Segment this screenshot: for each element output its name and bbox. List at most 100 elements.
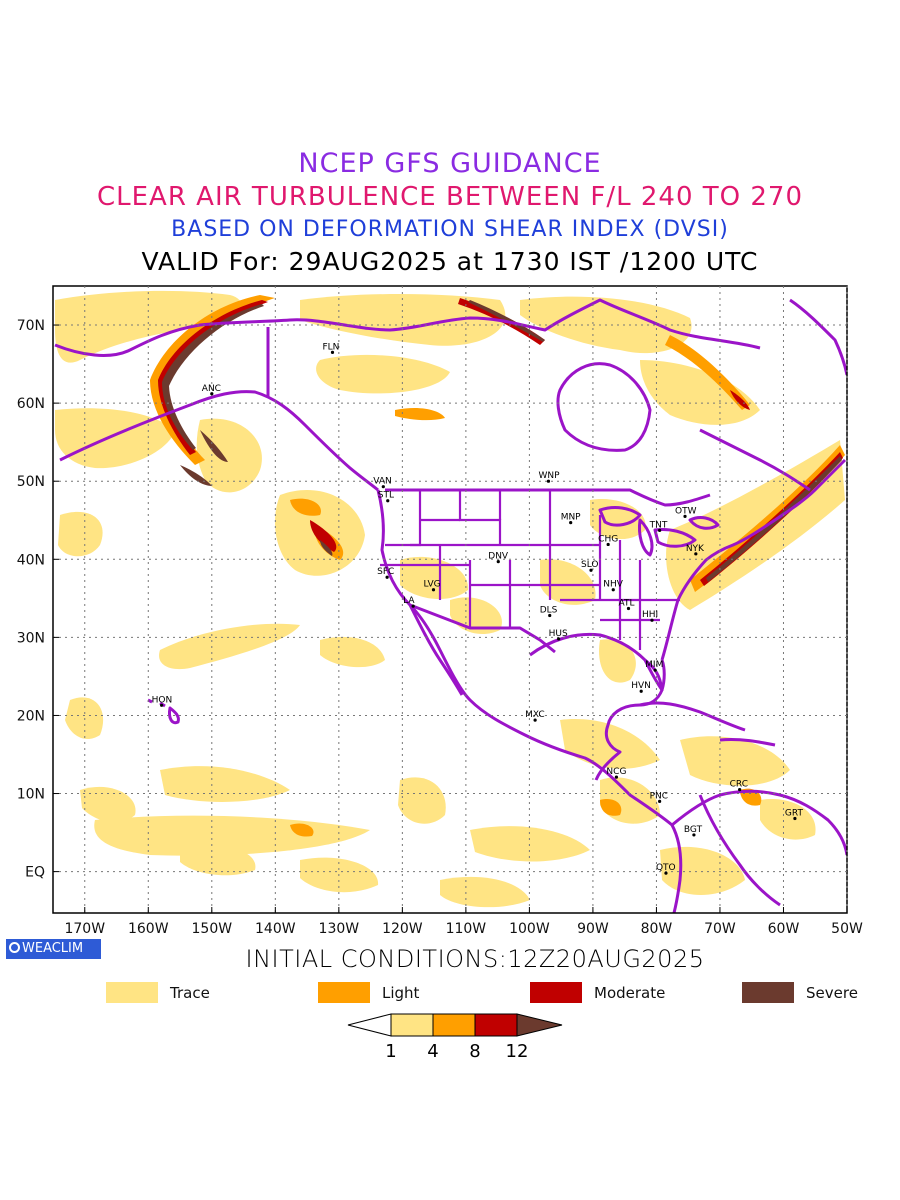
station-label: OTW (675, 506, 697, 516)
station-label: HVN (631, 681, 651, 691)
station-marker (385, 575, 389, 579)
station-marker (738, 788, 742, 792)
colorbar-tick-label: 8 (469, 1041, 480, 1062)
lon-label: 170W (64, 921, 105, 937)
graticule (53, 286, 848, 913)
station-label: NCG (606, 767, 626, 777)
lat-label: EQ (25, 865, 45, 881)
station-marker (431, 588, 436, 592)
station-marker (330, 350, 335, 354)
station-label: MIM (645, 660, 663, 670)
legend-swatch (742, 982, 794, 1003)
station-marker (626, 606, 631, 611)
station-marker (658, 528, 662, 532)
station-label: WNP (538, 471, 560, 481)
colorbar-tick-label: 4 (427, 1041, 438, 1062)
legend-swatch (106, 982, 158, 1003)
lat-label: 10N (17, 787, 45, 803)
colorbar-low-arrow (347, 1013, 392, 1037)
colorbar-tick-label: 1 (385, 1041, 396, 1062)
lon-label: 50W (831, 921, 863, 937)
station-marker (496, 560, 500, 564)
station-label: TNT (649, 520, 668, 530)
station-marker (160, 703, 164, 707)
station-label: ANC (202, 384, 221, 394)
station-label: PNC (650, 791, 668, 801)
station-label: ATL (618, 598, 634, 608)
station-marker (411, 604, 415, 608)
index-description: BASED ON DEFORMATION SHEAR INDEX (DVSI) (171, 217, 729, 242)
station-label: DNV (488, 552, 509, 562)
chart-subtitle: CLEAR AIR TURBULENCE BETWEEN F/L 240 TO … (96, 182, 804, 212)
circle-logo-icon (9, 942, 20, 953)
lon-label: 100W (509, 921, 550, 937)
station-label: GRT (785, 809, 804, 819)
station-label: VAN (373, 477, 391, 487)
chart-title: NCEP GFS GUIDANCE (298, 148, 602, 179)
badge-text: WEACLIM (22, 941, 84, 956)
station-marker (650, 618, 654, 622)
station-marker (694, 552, 698, 556)
lat-label: 50N (17, 474, 45, 490)
station-label: HUS (549, 629, 568, 639)
station-marker (606, 542, 610, 547)
station-marker (381, 485, 385, 489)
station-label: NYK (686, 544, 705, 554)
station-marker (386, 499, 390, 503)
colorbar: 1 4 8 12 (347, 1013, 563, 1062)
station-labels: ANC FLN VAN STL WNP MNP TNT OTW NYK CHG SLO DNV SFC L… (152, 342, 804, 875)
legend-label: Severe (806, 984, 858, 1002)
station-marker (533, 718, 537, 722)
initial-conditions: INITIAL CONDITIONS:12Z20AUG2025 (245, 945, 705, 973)
station-label: STL (378, 491, 394, 501)
station-label: DLS (540, 606, 558, 616)
station-marker (614, 775, 619, 779)
station-label: SFC (377, 567, 394, 577)
station-label: SLO (581, 560, 599, 570)
colorbar-tick-label: 12 (506, 1041, 529, 1062)
lat-label: 40N (17, 552, 45, 568)
lon-label: 140W (255, 921, 296, 937)
station-marker (589, 568, 593, 572)
lon-label: 120W (382, 921, 423, 937)
weaclim-badge: WEACLIM (6, 939, 101, 959)
light-areas (150, 295, 845, 837)
latitude-labels: 70N 60N 50N 40N 30N 20N 10N EQ (17, 318, 59, 881)
lat-label: 70N (17, 318, 45, 334)
station-label: QTO (656, 863, 676, 873)
lon-label: 80W (641, 921, 673, 937)
station-marker (683, 514, 687, 518)
colorbar-trace (390, 1013, 434, 1037)
station-label: NHV (603, 580, 624, 590)
lat-label: 60N (17, 396, 45, 412)
legend-label: Moderate (594, 984, 666, 1002)
station-label: HON (152, 695, 173, 705)
lon-label: 150W (192, 921, 233, 937)
station-label: CRC (730, 780, 748, 790)
legend-swatch (318, 982, 370, 1003)
station-marker (692, 833, 696, 837)
colorbar-light (432, 1013, 476, 1037)
station-marker (210, 392, 214, 396)
lon-label: 90W (577, 921, 609, 937)
state-boundaries (380, 490, 680, 650)
colorbar-moderate (474, 1013, 518, 1037)
station-label: CHG (598, 534, 618, 544)
coastlines-and-borders (54, 298, 847, 913)
valid-time: VALID For: 29AUG2025 at 1730 IST /1200 U… (141, 247, 759, 276)
station-marker (793, 816, 797, 821)
lat-label: 20N (17, 708, 45, 724)
lon-label: 130W (319, 921, 360, 937)
station-marker (658, 799, 662, 803)
station-label: FLN (322, 342, 339, 352)
lon-label: 60W (768, 921, 800, 937)
legend-label: Light (382, 984, 420, 1002)
legend-label: Trace (170, 984, 210, 1002)
station-marker (557, 637, 561, 641)
legend-swatch (530, 982, 582, 1003)
station-marker (639, 689, 643, 693)
lon-label: 160W (128, 921, 169, 937)
station-marker (546, 479, 551, 483)
turbulence-field (55, 290, 845, 908)
